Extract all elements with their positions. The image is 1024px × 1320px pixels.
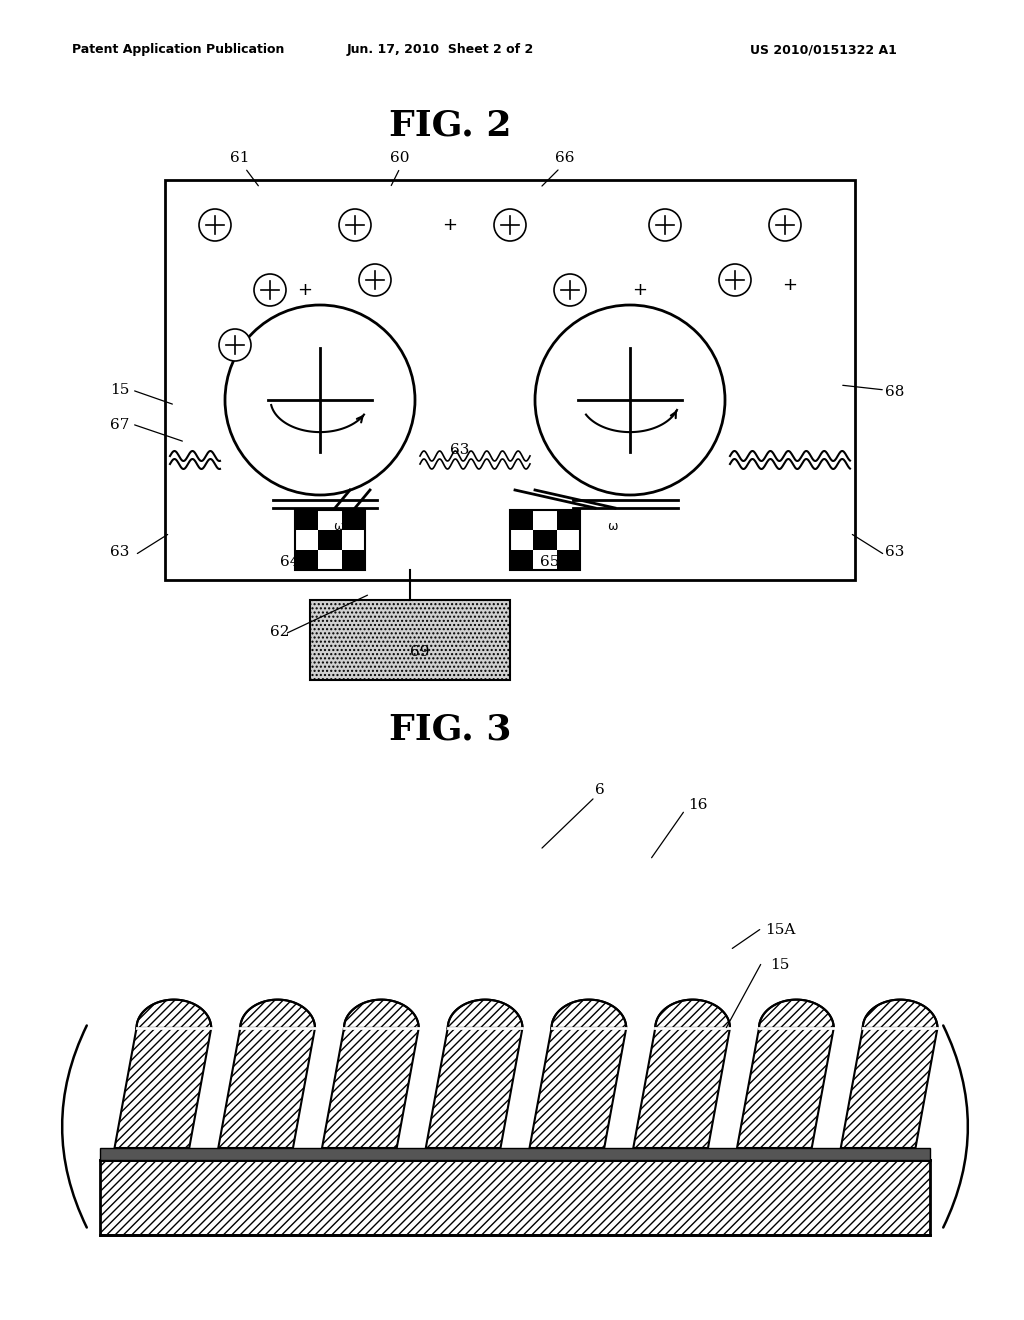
Bar [557, 550, 580, 570]
Circle shape [339, 209, 371, 242]
Bar [510, 550, 534, 570]
Polygon shape [344, 999, 419, 1028]
Circle shape [225, 305, 415, 495]
Text: 15: 15 [770, 958, 790, 972]
Bar [295, 510, 365, 570]
Polygon shape [447, 999, 522, 1028]
Text: +: + [442, 216, 458, 234]
Text: 61: 61 [230, 150, 250, 165]
Polygon shape [115, 1028, 211, 1148]
Polygon shape [529, 1028, 627, 1148]
Circle shape [535, 305, 725, 495]
Text: ω: ω [607, 520, 617, 532]
Circle shape [219, 329, 251, 360]
Bar [534, 531, 557, 550]
Circle shape [254, 275, 286, 306]
Bar [100, 1160, 930, 1236]
Text: 63: 63 [886, 545, 904, 558]
Text: Patent Application Publication: Patent Application Publication [72, 44, 285, 57]
Text: 15A: 15A [765, 923, 796, 937]
Bar [342, 550, 365, 570]
Circle shape [199, 209, 231, 242]
Polygon shape [426, 1028, 522, 1148]
Text: 65: 65 [541, 554, 560, 569]
Polygon shape [241, 999, 315, 1028]
Polygon shape [863, 999, 938, 1028]
Bar [510, 510, 580, 570]
Bar [557, 510, 580, 531]
Text: ω: ω [333, 520, 343, 532]
Bar [342, 510, 365, 531]
Polygon shape [552, 999, 627, 1028]
Text: 66: 66 [555, 150, 574, 165]
Text: 62: 62 [270, 624, 290, 639]
Bar [295, 550, 318, 570]
Bar [510, 510, 534, 531]
Text: 6: 6 [595, 783, 605, 797]
Text: 15: 15 [111, 383, 130, 397]
Polygon shape [759, 999, 834, 1028]
Text: 67: 67 [111, 418, 130, 432]
Circle shape [494, 209, 526, 242]
Polygon shape [655, 999, 730, 1028]
Text: Jun. 17, 2010  Sheet 2 of 2: Jun. 17, 2010 Sheet 2 of 2 [346, 44, 534, 57]
Text: 63: 63 [451, 444, 470, 457]
Polygon shape [633, 1028, 730, 1148]
Polygon shape [218, 1028, 315, 1148]
Bar [100, 1148, 930, 1160]
Bar [295, 510, 318, 531]
Circle shape [554, 275, 586, 306]
Text: 69: 69 [411, 645, 430, 659]
Text: FIG. 3: FIG. 3 [389, 713, 511, 747]
Circle shape [719, 264, 751, 296]
Text: 63: 63 [111, 545, 130, 558]
Circle shape [769, 209, 801, 242]
Bar [318, 531, 342, 550]
Text: +: + [782, 276, 798, 294]
Bar [165, 180, 855, 579]
Text: 16: 16 [688, 799, 708, 812]
Circle shape [649, 209, 681, 242]
Polygon shape [841, 1028, 938, 1148]
Text: FIG. 2: FIG. 2 [389, 108, 511, 143]
Text: 68: 68 [886, 385, 904, 399]
Polygon shape [322, 1028, 419, 1148]
Text: US 2010/0151322 A1: US 2010/0151322 A1 [750, 44, 897, 57]
Bar [310, 601, 510, 680]
Text: +: + [633, 281, 647, 300]
Circle shape [359, 264, 391, 296]
Polygon shape [737, 1028, 834, 1148]
Text: 64: 64 [281, 554, 300, 569]
Polygon shape [136, 999, 211, 1028]
Text: +: + [298, 281, 312, 300]
Text: 60: 60 [390, 150, 410, 165]
